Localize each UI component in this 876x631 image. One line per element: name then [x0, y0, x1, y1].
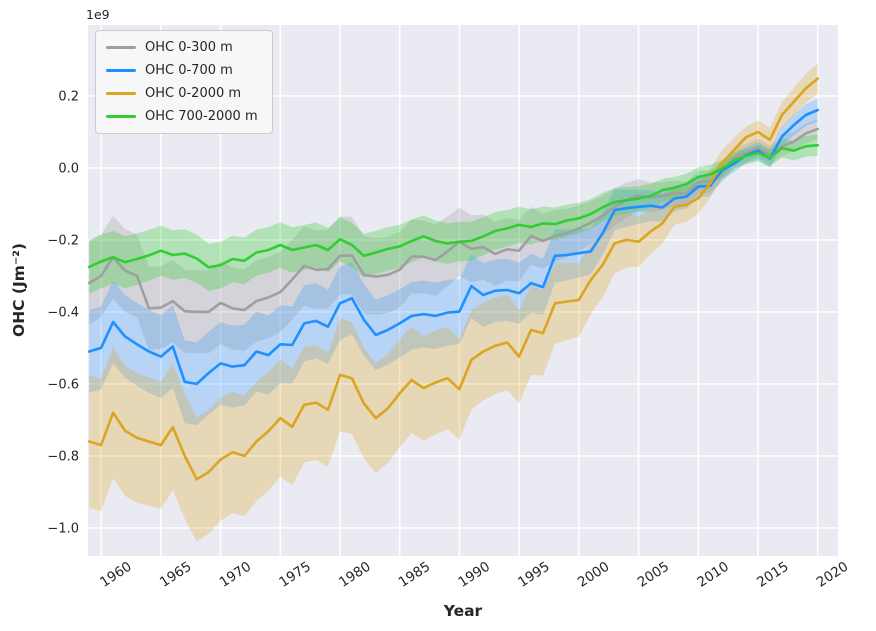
- data-line: [87, 127, 820, 314]
- data-line: [87, 77, 820, 481]
- y-tick-label: −0.8: [47, 449, 79, 464]
- legend-item: OHC 0-2000 m: [106, 84, 258, 103]
- legend-label: OHC 0-2000 m: [145, 86, 242, 101]
- y-tick-label: −0.6: [47, 377, 79, 392]
- x-tick-label: 1960: [97, 559, 135, 591]
- uncertainty-band: [89, 134, 818, 294]
- y-axis-offset-text: 1e9: [86, 7, 110, 22]
- x-tick-label: 1965: [157, 559, 195, 591]
- x-tick-label: 2020: [814, 559, 852, 591]
- x-tick-label: 2000: [575, 559, 613, 591]
- y-tick-label: −0.2: [47, 233, 79, 248]
- x-tick-label: 2010: [694, 559, 732, 591]
- y-axis-title: OHC (Jm⁻²): [10, 243, 28, 337]
- legend-label: OHC 700-2000 m: [145, 109, 258, 124]
- x-tick-label: 1980: [336, 559, 374, 591]
- y-tick-label: −0.4: [47, 305, 79, 320]
- legend: OHC 0-300 m OHC 0-700 m OHC 0-2000 m OHC 70…: [95, 30, 273, 134]
- y-tick-label: −1.0: [47, 521, 79, 536]
- y-tick-label: 0.0: [58, 161, 79, 176]
- y-tick-label: 0.2: [58, 89, 79, 104]
- legend-line-swatch: [106, 91, 136, 96]
- x-axis-title: Year: [443, 602, 483, 620]
- data-line: [87, 143, 820, 269]
- legend-line-swatch: [106, 45, 136, 50]
- x-tick-label: 2005: [635, 559, 673, 591]
- legend-line-swatch: [106, 114, 136, 119]
- legend-item: OHC 0-700 m: [106, 61, 258, 80]
- legend-label: OHC 0-700 m: [145, 63, 233, 78]
- x-tick-label: 2015: [754, 559, 792, 591]
- legend-item: OHC 0-300 m: [106, 38, 258, 57]
- legend-item: OHC 700-2000 m: [106, 107, 258, 126]
- plot-area: 0.2 0.0 −0.2 −0.4 −0.6 −0.8 −1.0 1960 1965 1970 19…: [47, 25, 851, 591]
- uncertainty-band: [89, 98, 818, 426]
- data-line: [87, 108, 820, 386]
- x-tick-label: 1985: [396, 559, 434, 591]
- x-tick-label: 1975: [276, 559, 314, 591]
- uncertainty-band: [89, 63, 818, 542]
- x-tick-label: 1990: [455, 559, 493, 591]
- legend-line-swatch: [106, 68, 136, 73]
- x-tick-label: 1970: [217, 559, 255, 591]
- x-tick-label: 1995: [515, 559, 553, 591]
- legend-label: OHC 0-300 m: [145, 40, 233, 55]
